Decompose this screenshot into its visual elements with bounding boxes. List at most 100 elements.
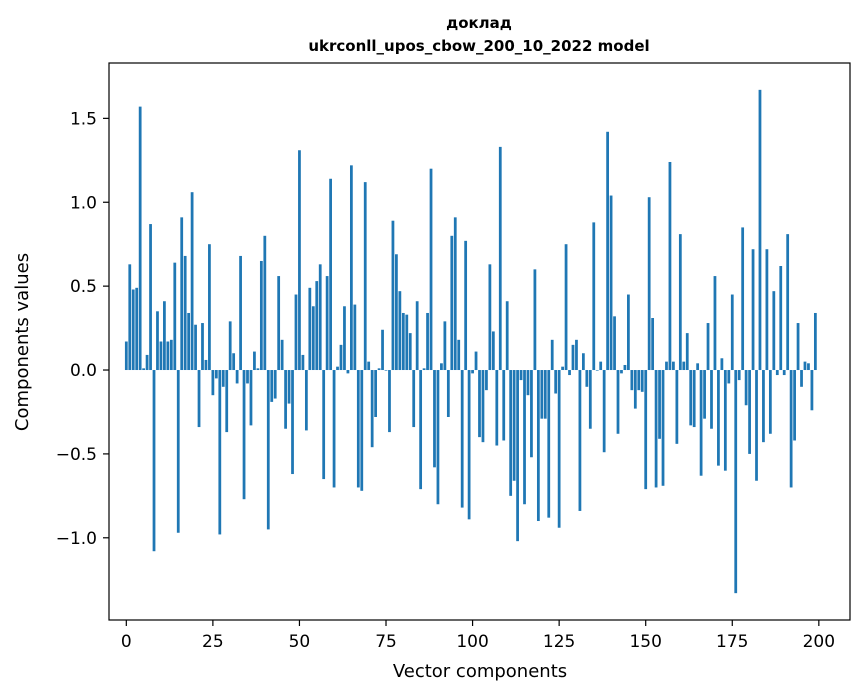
bar xyxy=(810,370,814,411)
bar xyxy=(446,370,450,417)
bar xyxy=(152,370,156,552)
x-tick-label: 125 xyxy=(543,632,575,652)
bar xyxy=(266,370,270,530)
bar xyxy=(730,294,734,371)
bar xyxy=(751,249,755,371)
bar xyxy=(793,370,796,441)
bar xyxy=(214,370,218,379)
bar xyxy=(502,370,506,441)
bar xyxy=(713,276,717,371)
bar xyxy=(519,370,523,381)
bar xyxy=(377,368,381,371)
bar xyxy=(169,339,173,371)
bar xyxy=(665,361,668,371)
bar xyxy=(734,370,738,594)
x-tick-label: 200 xyxy=(803,632,835,652)
x-tick-label: 150 xyxy=(629,632,661,652)
bar xyxy=(474,351,478,371)
bar xyxy=(568,370,571,376)
bar xyxy=(395,254,398,371)
bar xyxy=(571,344,575,371)
bar xyxy=(298,150,301,371)
bar xyxy=(211,370,215,396)
bar xyxy=(415,301,419,371)
bar xyxy=(194,324,197,371)
y-tick-label: −1.0 xyxy=(56,529,97,549)
bar xyxy=(779,266,783,371)
bar xyxy=(668,161,672,371)
bar xyxy=(554,370,558,394)
bar xyxy=(228,321,232,371)
bar xyxy=(453,217,457,371)
bar xyxy=(197,370,201,428)
bar xyxy=(651,318,655,371)
bar xyxy=(630,370,634,391)
bar xyxy=(149,224,152,371)
x-axis-ticks: 0 25 50 75 100 125 150 175 200 xyxy=(121,620,835,652)
bar xyxy=(661,370,665,486)
bar xyxy=(419,370,423,490)
bar xyxy=(540,370,544,419)
bar xyxy=(481,370,485,443)
bar xyxy=(602,370,606,453)
bar xyxy=(606,131,610,371)
bar xyxy=(367,361,371,371)
chart-title-line1: доклад xyxy=(446,14,512,32)
bar xyxy=(273,370,277,399)
bar xyxy=(592,222,596,371)
bar xyxy=(782,370,786,376)
bar xyxy=(772,291,776,371)
bar xyxy=(235,370,239,384)
bar xyxy=(225,370,229,433)
bar xyxy=(706,323,710,371)
bar xyxy=(270,370,274,402)
bar xyxy=(460,370,464,508)
bar xyxy=(426,312,429,371)
bar xyxy=(710,370,713,429)
bar xyxy=(242,370,246,500)
bar xyxy=(246,370,249,384)
bar xyxy=(263,235,267,371)
bar xyxy=(301,354,305,371)
bar xyxy=(796,323,800,371)
bar xyxy=(491,331,495,371)
bar xyxy=(547,370,551,518)
bar xyxy=(561,366,564,371)
bar xyxy=(336,366,339,371)
bar xyxy=(599,361,603,371)
bar xyxy=(443,321,447,371)
bar xyxy=(253,351,256,371)
bar xyxy=(201,323,204,371)
bar xyxy=(647,197,651,371)
bar xyxy=(408,333,412,371)
bar xyxy=(613,316,616,371)
bar xyxy=(488,264,492,371)
bar xyxy=(363,182,367,371)
bar xyxy=(703,370,706,419)
bar xyxy=(696,363,700,371)
bar xyxy=(578,370,582,511)
bar xyxy=(277,276,281,371)
bar xyxy=(557,370,561,528)
bar xyxy=(550,339,554,371)
bar xyxy=(315,281,319,371)
bar xyxy=(370,370,374,448)
bar xyxy=(308,287,312,371)
bar xyxy=(678,234,682,371)
bar xyxy=(429,168,433,371)
bar xyxy=(689,370,693,426)
chart-title-line2: ukrconll_upos_cbow_200_10_2022 model xyxy=(308,37,649,55)
y-tick-label: 0.5 xyxy=(70,277,97,297)
bar xyxy=(512,370,516,481)
bar xyxy=(748,370,751,454)
bar xyxy=(498,146,502,371)
bar xyxy=(467,370,471,520)
bar xyxy=(131,289,135,371)
bar xyxy=(311,306,315,371)
bar xyxy=(135,287,139,371)
bars-group xyxy=(124,89,817,594)
y-tick-label: 1.5 xyxy=(70,109,97,129)
bar xyxy=(259,260,263,371)
x-tick-label: 0 xyxy=(121,632,132,652)
bar xyxy=(585,370,589,387)
